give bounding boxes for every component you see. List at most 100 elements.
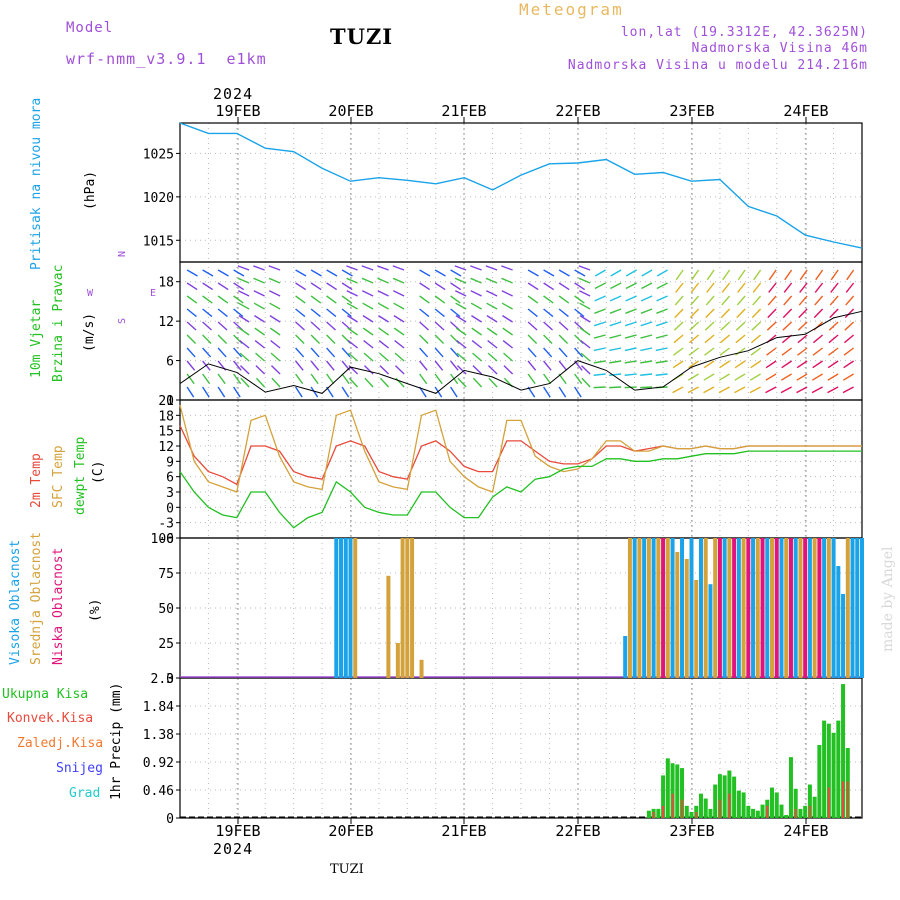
wind-arrow	[766, 321, 777, 331]
precip-legend-hail: Grad	[69, 786, 101, 801]
y-tick-label: 1015	[143, 234, 174, 249]
wind-arrow	[703, 360, 715, 369]
wind-arrow	[782, 308, 793, 319]
precip-bar	[656, 808, 661, 818]
wind-arrow	[363, 365, 374, 375]
wind-arrow	[186, 308, 197, 318]
precip-bar	[736, 790, 741, 818]
wind-arrow	[722, 269, 731, 281]
elevation-label: Nadmorska Visina 46m	[691, 41, 868, 56]
wind-arrow	[689, 321, 700, 331]
wind-arrow	[543, 295, 554, 304]
wind-arrow	[751, 308, 762, 319]
wind-arrow	[217, 334, 228, 344]
precip-bar	[779, 804, 784, 818]
cloud-bar	[722, 538, 727, 678]
cloud-bar	[348, 538, 353, 678]
wind-arrow	[812, 347, 824, 356]
wind-arrow	[501, 265, 513, 271]
wind-arrow	[558, 282, 570, 291]
cloud-bar	[755, 538, 760, 678]
wind-arrow	[796, 360, 808, 369]
wind-arrow	[718, 386, 730, 394]
wind-arrow	[688, 360, 699, 369]
wind-arrow	[379, 365, 390, 375]
wind-arrow	[673, 334, 684, 344]
wind-arrow	[750, 334, 762, 344]
wind-arrow	[718, 373, 730, 381]
wind-arrow	[186, 373, 195, 385]
wind-arrow	[610, 269, 622, 277]
cloud-bar	[770, 538, 775, 678]
wind-arrow	[543, 373, 552, 385]
wind-arrow	[720, 308, 731, 319]
wind-arrow	[486, 315, 498, 323]
wind-arrow	[579, 302, 591, 310]
wind-arrow	[393, 315, 405, 323]
wind-arrow	[690, 282, 700, 293]
wind-arrow	[672, 386, 684, 394]
cloud-bar	[665, 538, 670, 678]
wind-arrow	[379, 352, 390, 362]
wind-arrow	[734, 360, 746, 369]
wind-arrow	[379, 377, 390, 388]
wind-arrow	[720, 321, 731, 331]
wind-arrow	[310, 360, 320, 371]
cloud-bar	[826, 538, 831, 678]
cloud-bar	[656, 538, 661, 678]
wind-arrow	[624, 334, 637, 339]
precip-legend-total: Ukupna Kisa	[2, 687, 89, 702]
wind-arrow	[419, 269, 431, 277]
wind-arrow	[579, 315, 591, 323]
wind-arrow	[487, 352, 498, 362]
wind-arrow	[419, 282, 431, 291]
y-tick-label: 0.46	[143, 784, 174, 799]
y-tick-label: 0	[166, 672, 174, 687]
wind-arrow	[239, 365, 250, 375]
wind-arrow	[673, 347, 684, 356]
wind-arrow	[766, 347, 777, 356]
wind-arrow	[624, 373, 637, 376]
precip-bar	[698, 793, 703, 818]
cloud-bar	[760, 538, 765, 678]
wind-arrow	[295, 295, 306, 304]
y-tick-label: 18	[158, 409, 174, 424]
wind-arrow	[362, 290, 374, 297]
wind-arrow	[454, 265, 467, 271]
wind-arrow	[238, 315, 250, 323]
precip-bar	[661, 775, 666, 818]
precip-bar	[774, 792, 779, 818]
wind-arrow	[434, 295, 446, 304]
precip-bar	[689, 811, 694, 818]
cloud-bar	[727, 538, 732, 678]
y-tick-label: 25	[158, 637, 174, 652]
wind-arrow	[594, 269, 606, 277]
cloud-bar	[708, 584, 713, 678]
wind-arrow	[488, 377, 498, 388]
cloud-bar	[680, 538, 685, 678]
wind-arrow	[558, 308, 569, 318]
wind-arrow	[378, 315, 389, 323]
wind-arrow	[780, 373, 792, 381]
wind-arrow	[579, 327, 591, 336]
wind-arrow	[704, 334, 715, 344]
wind-arrow	[640, 295, 653, 302]
wind-arrow	[750, 360, 761, 369]
wind-arrow	[237, 277, 250, 284]
wind-arrow	[341, 373, 350, 385]
wind-arrow	[326, 347, 336, 358]
wind-arrow	[238, 290, 250, 297]
precip-bar	[708, 808, 713, 818]
precip-bar	[703, 798, 708, 818]
wind-arrow	[233, 269, 245, 277]
precip-bar	[827, 787, 830, 818]
wind-arrow	[624, 347, 637, 352]
wind-arrow	[202, 373, 211, 385]
precip-bar	[732, 776, 737, 818]
y-tick-label: 0	[166, 501, 174, 516]
cloud-bar	[400, 538, 405, 678]
y-tick-label: 100	[151, 532, 174, 547]
wind-arrow	[471, 327, 483, 336]
wind-arrow	[346, 265, 358, 271]
wind-arrow	[254, 327, 266, 336]
